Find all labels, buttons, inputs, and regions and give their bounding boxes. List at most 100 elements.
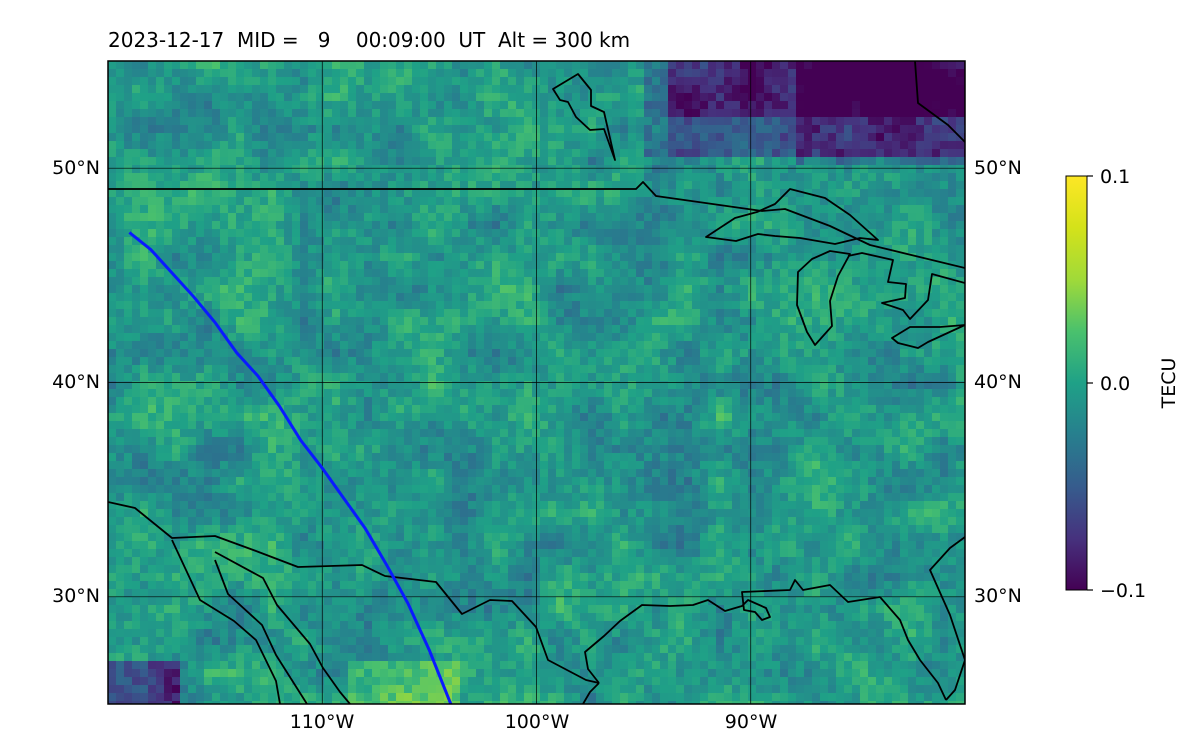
tec-heatmap-cell [300,397,309,406]
tec-heatmap-cell [132,253,141,262]
tec-heatmap-cell [268,101,277,110]
tec-heatmap-cell [652,213,661,222]
tec-heatmap-cell [380,261,389,270]
tec-heatmap-cell [212,413,221,422]
tec-heatmap-cell [724,373,733,382]
tec-heatmap-cell [740,173,749,182]
tec-heatmap-cell [588,197,597,206]
tec-heatmap-cell [348,365,357,374]
tec-heatmap-cell [892,357,901,366]
tec-heatmap-cell [172,181,181,190]
tec-heatmap-cell [412,373,421,382]
tec-heatmap-cell [804,157,813,166]
tec-heatmap-cell [948,365,957,374]
tec-heatmap-cell [748,101,757,110]
tec-heatmap-cell [300,341,309,350]
tec-heatmap-cell [844,373,853,382]
tec-heatmap-cell [716,221,725,230]
tec-heatmap-cell [620,389,629,398]
tec-heatmap-cell [884,125,893,134]
tec-heatmap-cell [900,117,909,126]
tec-heatmap-cell [588,389,597,398]
tec-heatmap-cell [948,149,957,158]
tec-heatmap-cell [564,197,573,206]
tec-heatmap-cell [756,229,765,238]
tec-heatmap-cell [820,77,829,86]
tec-heatmap-cell [468,93,477,102]
tec-heatmap-cell [636,245,645,254]
tec-heatmap-cell [828,269,837,278]
tec-heatmap-cell [252,269,261,278]
tec-heatmap-cell [892,421,901,430]
tec-heatmap-cell [732,397,741,406]
tec-heatmap-cell [820,325,829,334]
tec-heatmap-cell [388,117,397,126]
tec-heatmap-cell [476,405,485,414]
tec-heatmap-cell [412,173,421,182]
tec-heatmap-cell [316,173,325,182]
tec-heatmap-cell [588,357,597,366]
tec-heatmap-cell [788,69,797,78]
tec-heatmap-cell [908,69,917,78]
tec-heatmap-cell [844,317,853,326]
tec-heatmap-cell [860,245,869,254]
tec-heatmap-cell [804,277,813,286]
tec-heatmap-cell [916,181,925,190]
tec-heatmap-cell [548,333,557,342]
tec-heatmap-cell [684,285,693,294]
tec-heatmap-cell [644,197,653,206]
tec-heatmap-cell [796,181,805,190]
tec-heatmap-cell [756,213,765,222]
tec-heatmap-cell [716,125,725,134]
tec-heatmap-cell [820,93,829,102]
tec-heatmap-cell [220,349,229,358]
tec-heatmap-cell [180,397,189,406]
tec-heatmap-cell [956,325,965,334]
tec-heatmap-cell [932,61,941,70]
tec-heatmap-cell [484,77,493,86]
tec-heatmap-cell [876,357,885,366]
tec-heatmap-cell [852,349,861,358]
tec-heatmap-cell [148,109,157,118]
tec-heatmap-cell [540,221,549,230]
tec-heatmap-cell [228,269,237,278]
tec-heatmap-cell [628,349,637,358]
tec-heatmap-cell [316,205,325,214]
tec-heatmap-cell [852,405,861,414]
tec-heatmap-cell [484,357,493,366]
tec-heatmap-cell [172,381,181,390]
tec-heatmap-cell [156,325,165,334]
tec-heatmap-cell [348,253,357,262]
tec-heatmap-cell [228,245,237,254]
tec-heatmap-cell [932,381,941,390]
tec-heatmap-cell [140,149,149,158]
tec-heatmap-cell [516,109,525,118]
tec-heatmap-cell [460,149,469,158]
tec-heatmap-cell [356,85,365,94]
tec-heatmap-cell [316,69,325,78]
tec-heatmap-cell [204,317,213,326]
tec-heatmap-cell [364,221,373,230]
tec-heatmap-cell [636,85,645,94]
tec-heatmap-cell [236,173,245,182]
tec-heatmap-cell [724,413,733,422]
tec-heatmap-cell [420,397,429,406]
tec-heatmap-cell [708,253,717,262]
tec-heatmap-cell [124,373,133,382]
tec-heatmap-cell [620,245,629,254]
tec-heatmap-cell [628,165,637,174]
tec-heatmap-cell [196,253,205,262]
tec-heatmap-cell [540,253,549,262]
tec-heatmap-cell [228,141,237,150]
tec-heatmap-cell [860,133,869,142]
tec-heatmap-cell [132,365,141,374]
tec-heatmap-cell [300,381,309,390]
tec-heatmap-cell [588,133,597,142]
tec-heatmap-cell [732,93,741,102]
tec-heatmap-cell [652,157,661,166]
tec-heatmap-cell [692,117,701,126]
tec-heatmap-cell [396,125,405,134]
tec-heatmap-cell [396,61,405,70]
tec-heatmap-cell [652,301,661,310]
tec-heatmap-cell [220,61,229,70]
